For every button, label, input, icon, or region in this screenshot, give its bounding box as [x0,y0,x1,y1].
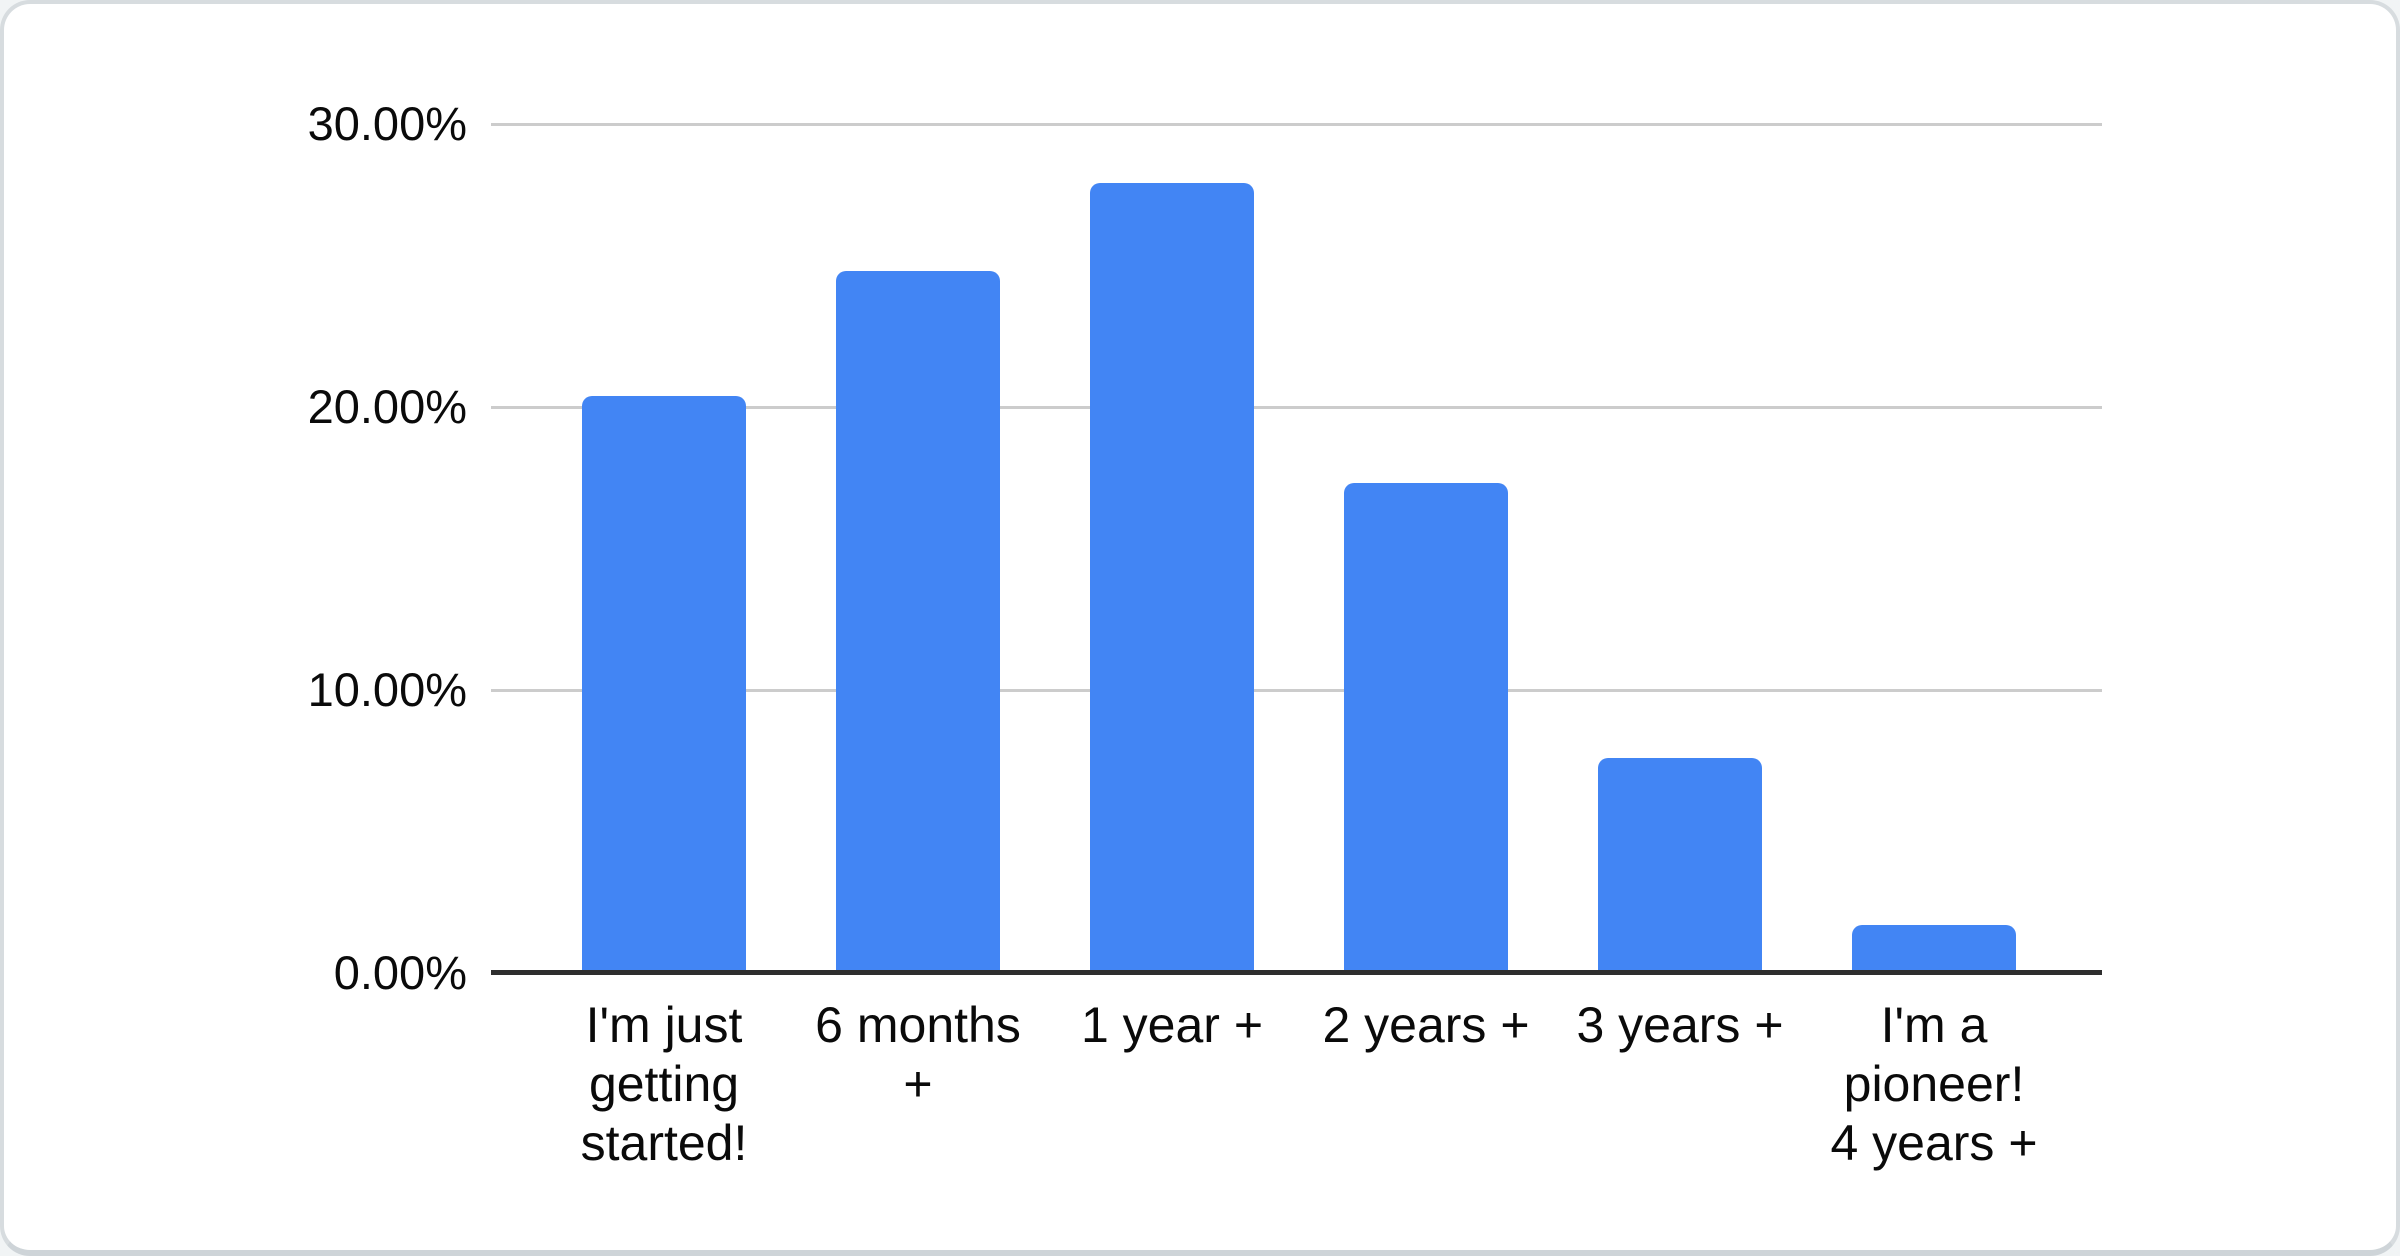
bar[interactable] [1090,183,1254,973]
x-axis-category-label: 1 year + [1047,996,1297,1055]
x-axis-category-label: 2 years + [1301,996,1551,1055]
bar[interactable] [836,271,1000,973]
x-axis-label-line: 2 years + [1322,997,1530,1053]
bar-chart: 0.00% 10.00% 20.00% 30.00% I'm just getting st… [4,4,2396,1250]
y-axis-tick-label: 10.00% [307,663,467,716]
bar[interactable] [1344,483,1508,973]
y-axis-tick-label: 20.00% [307,380,467,433]
x-axis-label-line: pioneer! [1843,1056,2025,1112]
x-axis-label-line: 6 months [815,997,1021,1053]
bar[interactable] [1852,925,2016,973]
x-axis-label-line: 1 year + [1080,997,1264,1053]
x-axis-label-line: getting [588,1056,740,1112]
x-axis-category-label: 3 years + [1555,996,1805,1055]
x-axis-label-line: started! [580,1115,748,1171]
x-axis-baseline [491,970,2102,975]
gridline [491,405,2102,409]
x-axis-label-line: 4 years + [1830,1115,2038,1171]
bar[interactable] [1598,758,1762,973]
x-axis-category-label: 6 months + [793,996,1043,1114]
gridline [491,688,2102,692]
x-axis-label-line: I'm a [1880,997,1988,1053]
gridline [491,122,2102,126]
x-axis-category-label: I'm just getting started! [539,996,789,1173]
x-axis-label-line: 3 years + [1576,997,1784,1053]
x-axis-label-line: + [903,1056,933,1112]
bar[interactable] [582,396,746,973]
y-axis-tick-label: 0.00% [333,946,467,999]
x-axis-label-line: I'm just [585,997,743,1053]
x-axis-category-label: I'm a pioneer! 4 years + [1809,996,2059,1173]
y-axis-tick-label: 30.00% [307,97,467,150]
